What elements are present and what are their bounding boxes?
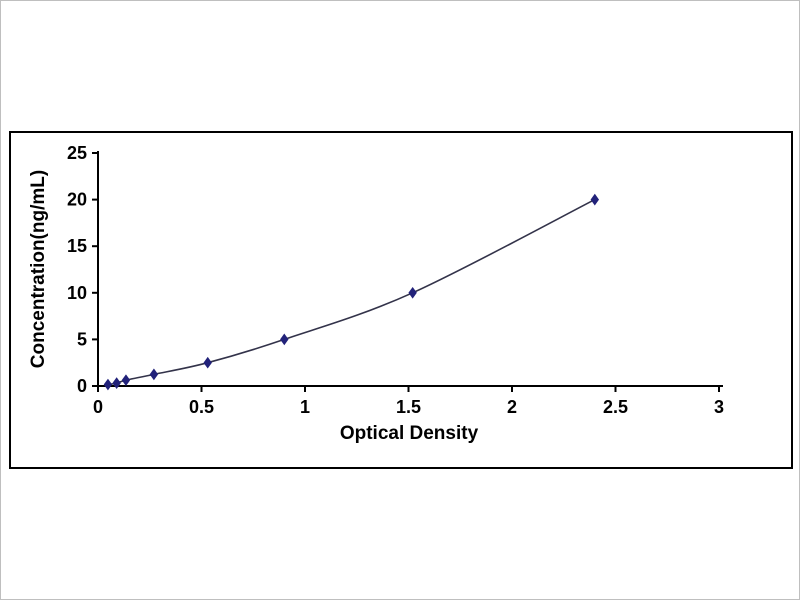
data-point-marker <box>149 368 159 381</box>
y-tick-label: 5 <box>77 329 87 349</box>
data-point-marker <box>121 374 131 387</box>
data-point-marker <box>590 193 600 206</box>
data-point-marker <box>112 377 121 389</box>
y-axis-title: Concentration(ng/mL) <box>28 169 49 369</box>
x-tick-label: 0 <box>93 397 103 417</box>
y-tick-label: 20 <box>67 190 87 210</box>
curve-line <box>107 198 596 386</box>
x-tick-label: 1 <box>300 397 310 417</box>
data-point-marker <box>103 378 113 391</box>
y-tick-label: 0 <box>77 376 87 396</box>
x-tick-label: 1.5 <box>396 397 421 417</box>
x-tick-label: 3 <box>714 397 724 417</box>
y-tick-label: 10 <box>67 283 87 303</box>
x-tick-label: 0.5 <box>189 397 214 417</box>
data-point-marker <box>280 333 289 346</box>
y-tick-label: 25 <box>67 143 87 163</box>
y-tick-label: 15 <box>67 236 87 256</box>
x-tick-label: 2 <box>507 397 517 417</box>
chart-frame <box>9 131 793 469</box>
data-point-marker <box>203 356 212 369</box>
x-axis-title: Optical Density <box>339 423 479 444</box>
x-tick-label: 2.5 <box>603 397 628 417</box>
data-point-marker <box>408 286 417 299</box>
